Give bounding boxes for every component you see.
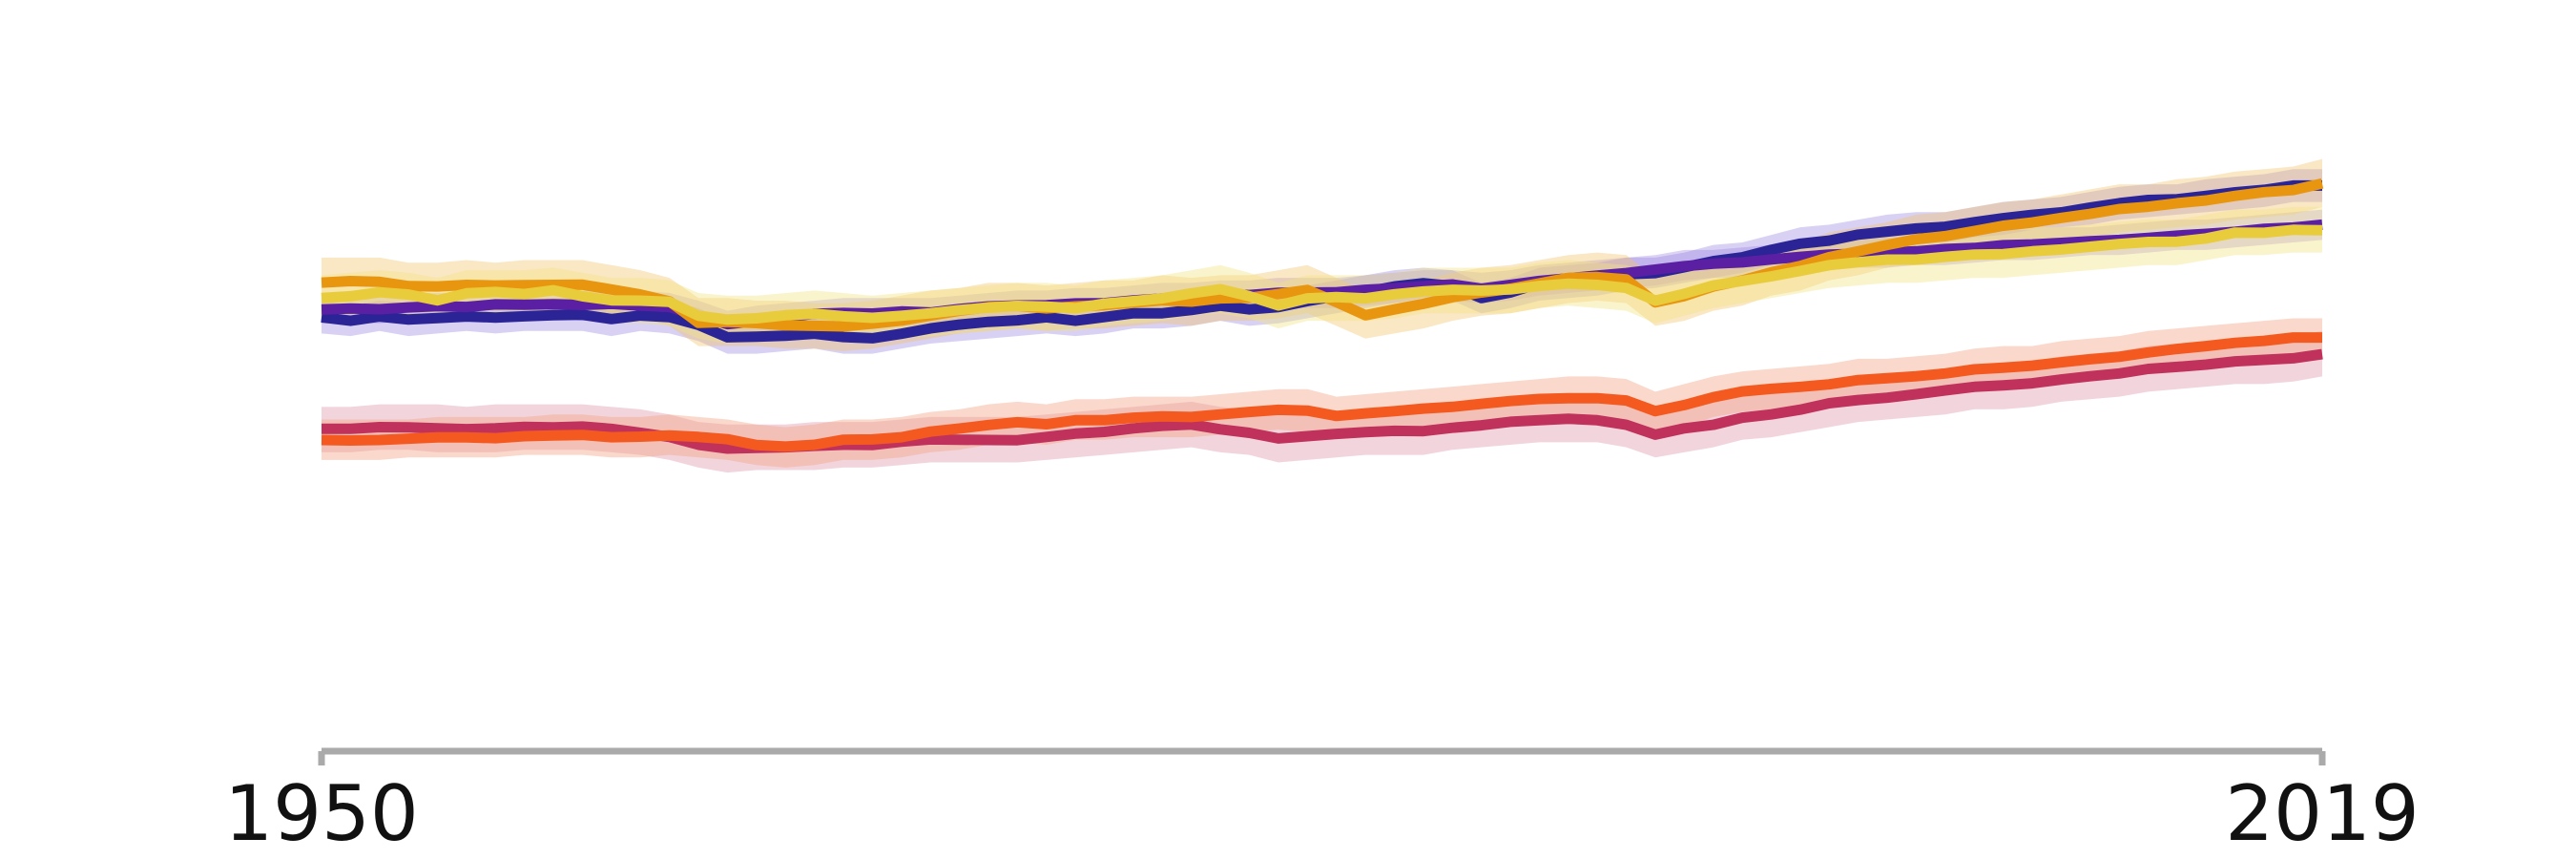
series-6-line [321, 332, 2322, 452]
x-tick-label-end: 2019 [2225, 769, 2420, 858]
series-6-band [322, 318, 2322, 468]
x-tick-label-start: 1950 [224, 769, 419, 858]
series-lines [321, 178, 2324, 454]
x-axis: 1950 2019 [224, 747, 2420, 858]
series-1-band [322, 169, 2322, 354]
series-4-line [321, 224, 2323, 325]
series-5-band [322, 330, 2322, 473]
